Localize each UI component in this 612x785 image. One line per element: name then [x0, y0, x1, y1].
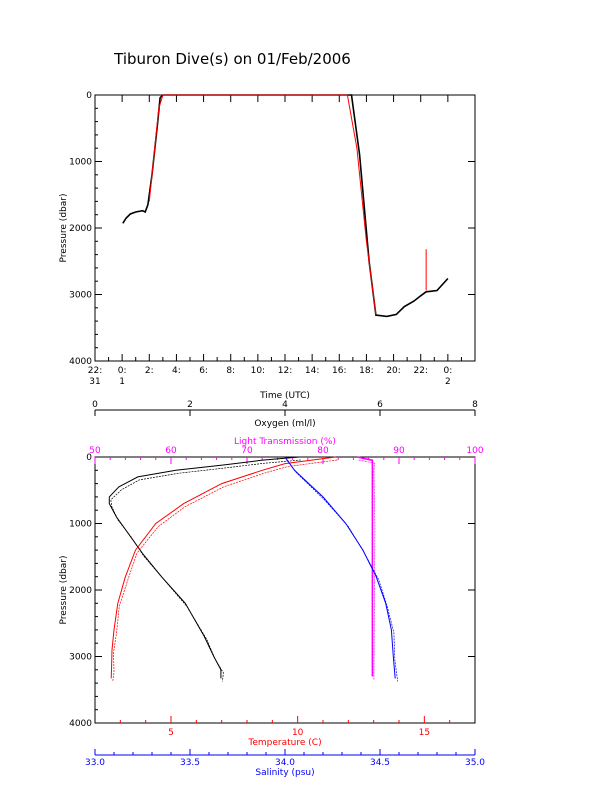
y-tick-label: 3000: [69, 291, 92, 301]
y-tick-label: 4000: [69, 357, 92, 367]
oxygen-tick-label: 2: [187, 400, 193, 410]
salinity-axis-title: Salinity (psu): [255, 768, 314, 778]
salinity-tick-label: 35.0: [465, 758, 485, 768]
profile-salinity-upcast: [286, 459, 399, 682]
x-tick-label-day: 31: [89, 377, 100, 387]
x-tick-label: 0:: [443, 366, 452, 376]
oxygen-tick-label: 8: [472, 400, 478, 410]
oxygen-axis-title: Oxygen (ml/l): [254, 419, 315, 429]
depth-trace-0: [122, 94, 449, 318]
x-tick-label: 14:: [305, 366, 319, 376]
profile-temperature-upcast: [112, 459, 338, 682]
salinity-tick-label: 33.0: [85, 758, 105, 768]
light-tick-label: 90: [393, 446, 405, 456]
temperature-axis-title: Temperature (C): [247, 738, 321, 748]
x-tick-label-day: 2: [445, 377, 451, 387]
x-tick-label: 10:: [251, 366, 265, 376]
x-tick-label: 6:: [199, 366, 208, 376]
light-tick-label: 60: [165, 446, 177, 456]
light-tick-label: 70: [241, 446, 253, 456]
salinity-tick-label: 34.5: [370, 758, 390, 768]
profile-light-transmission-upcast: [358, 459, 376, 680]
x-tick-label: 22:: [88, 366, 102, 376]
light-axis-title: Light Transmission (%): [234, 437, 336, 447]
salinity-tick-label: 34.0: [275, 758, 295, 768]
temperature-tick-label: 10: [292, 728, 304, 738]
y-tick-label: 1000: [69, 520, 92, 530]
y-tick-label: 4000: [69, 719, 92, 729]
oxygen-tick-label: 6: [377, 400, 383, 410]
x-tick-label: 16:: [332, 366, 346, 376]
light-tick-label: 50: [89, 446, 101, 456]
y-tick-label: 2000: [69, 224, 92, 234]
x-tick-label: 2:: [145, 366, 154, 376]
oxygen-tick-label: 4: [282, 400, 288, 410]
y-axis-title: Pressure (dbar): [59, 194, 69, 263]
x-tick-label: 22:: [413, 366, 427, 376]
x-tick-label: 8:: [226, 366, 235, 376]
profile-temperature: [110, 456, 336, 679]
temperature-tick-label: 5: [168, 728, 174, 738]
x-tick-label: 20:: [386, 366, 400, 376]
x-tick-label: 4:: [172, 366, 181, 376]
x-tick-label: 0:: [118, 366, 127, 376]
oxygen-tick-label: 0: [92, 400, 98, 410]
profile-oxygen: [108, 456, 300, 679]
temperature-tick-label: 15: [419, 728, 430, 738]
profile-salinity: [284, 456, 396, 679]
y-tick-label: 3000: [69, 653, 92, 663]
depth-trace-1: [148, 94, 377, 315]
x-tick-label: 12:: [278, 366, 292, 376]
profile-light-transmission: [357, 456, 374, 677]
chart-title: Tiburon Dive(s) on 01/Feb/2006: [114, 50, 351, 68]
plot-frame-profile: [94, 456, 476, 724]
profile-oxygen-upcast: [110, 459, 301, 682]
light-tick-label: 80: [317, 446, 329, 456]
y-axis-title: Pressure (dbar): [59, 556, 69, 625]
light-tick-label: 100: [466, 446, 483, 456]
y-tick-label: 1000: [69, 158, 92, 168]
x-axis-title: Time (UTC): [259, 391, 310, 401]
y-tick-label: 2000: [69, 586, 92, 596]
salinity-tick-label: 33.5: [180, 758, 200, 768]
x-tick-label-day: 1: [119, 377, 125, 387]
y-tick-label: 0: [86, 91, 92, 101]
x-tick-label: 18:: [359, 366, 373, 376]
y-tick-label: 0: [86, 453, 92, 463]
plot-frame-depth: [94, 94, 476, 362]
